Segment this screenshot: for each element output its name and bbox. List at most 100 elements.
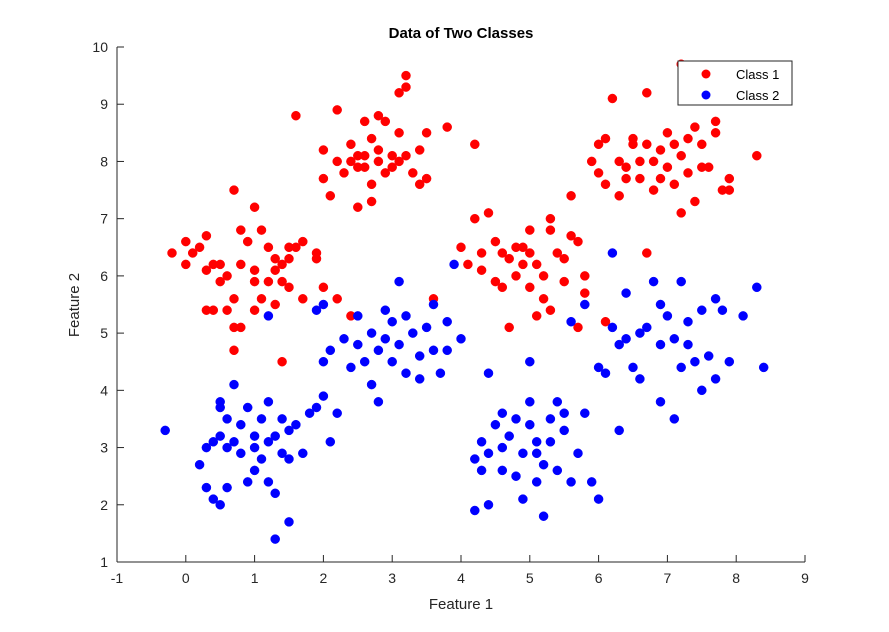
- data-point-class-1: [332, 105, 342, 115]
- data-point-class-2: [614, 339, 624, 350]
- x-tick-label: 0: [182, 570, 190, 586]
- data-point-class-1: [518, 242, 528, 253]
- data-point-class-2: [559, 425, 569, 436]
- data-point-class-1: [311, 253, 322, 264]
- data-point-class-1: [593, 139, 604, 150]
- y-tick-label: 9: [100, 96, 108, 112]
- data-point-class-1: [187, 248, 198, 258]
- data-point-class-2: [353, 339, 363, 350]
- data-point-class-2: [401, 311, 411, 321]
- data-point-class-2: [655, 339, 666, 350]
- y-tick-label: 1: [100, 554, 108, 570]
- x-ticks: -1 0 1 2 3 4 5 6 7 8 9: [111, 555, 809, 586]
- data-point-class-2: [222, 442, 232, 453]
- data-point-class-1: [600, 179, 611, 190]
- x-tick-label: 8: [732, 570, 740, 586]
- data-point-class-1: [380, 168, 391, 178]
- y-tick-label: 4: [100, 382, 108, 398]
- data-point-class-1: [318, 173, 329, 184]
- data-point-class-2: [359, 356, 370, 367]
- data-point-class-1: [359, 150, 370, 161]
- data-point-class-1: [724, 173, 735, 184]
- x-tick-label: 6: [595, 570, 603, 586]
- data-point-class-1: [504, 253, 514, 264]
- data-point-class-2: [648, 276, 659, 287]
- data-point-class-1: [236, 322, 246, 333]
- data-point-class-1: [683, 133, 693, 144]
- data-point-class-2: [215, 431, 225, 441]
- data-point-class-2: [518, 448, 528, 459]
- data-point-class-2: [256, 414, 267, 424]
- x-axis-label: Feature 1: [429, 596, 493, 613]
- data-point-class-1: [215, 259, 225, 270]
- data-point-class-1: [483, 208, 494, 218]
- data-point-class-2: [525, 419, 535, 430]
- data-point-class-2: [593, 362, 604, 373]
- data-point-class-1: [421, 128, 432, 138]
- data-point-class-1: [249, 202, 260, 212]
- data-point-class-2: [311, 402, 322, 413]
- data-point-class-2: [607, 248, 618, 258]
- data-point-class-2: [201, 442, 212, 453]
- data-point-class-1: [697, 139, 707, 150]
- data-point-class-1: [593, 168, 604, 178]
- data-point-class-2: [414, 374, 425, 384]
- data-point-class-1: [242, 236, 253, 247]
- legend: Class 1 Class 2: [677, 60, 793, 106]
- data-point-class-2: [263, 437, 274, 447]
- data-point-class-2: [394, 339, 404, 350]
- data-point-class-2: [215, 402, 225, 413]
- data-point-class-1: [518, 259, 528, 270]
- data-point-class-2: [758, 362, 769, 373]
- data-point-class-1: [545, 305, 556, 315]
- data-point-class-2: [586, 477, 597, 487]
- plot-area: [117, 47, 805, 562]
- x-tick-label: 5: [526, 570, 534, 586]
- data-point-class-1: [566, 191, 576, 201]
- data-point-class-2: [366, 379, 377, 390]
- data-point-class-1: [277, 356, 287, 367]
- data-point-class-2: [442, 316, 452, 327]
- data-point-class-2: [229, 437, 239, 447]
- data-point-class-2: [545, 437, 556, 447]
- y-tick-label: 5: [100, 325, 108, 341]
- data-point-class-2: [703, 351, 714, 361]
- data-point-class-2: [538, 459, 549, 470]
- data-point-class-2: [669, 334, 680, 344]
- data-point-class-2: [635, 374, 645, 384]
- data-point-class-2: [160, 425, 170, 436]
- data-point-class-1: [194, 242, 205, 253]
- y-tick-label: 8: [100, 153, 108, 169]
- data-point-class-1: [256, 225, 267, 235]
- data-point-class-2: [580, 408, 590, 418]
- data-point-class-1: [229, 345, 239, 356]
- data-point-class-2: [456, 334, 466, 344]
- data-point-class-1: [690, 196, 700, 207]
- data-point-class-2: [531, 437, 542, 447]
- data-point-class-1: [655, 145, 666, 155]
- data-point-class-1: [270, 253, 280, 264]
- data-point-class-1: [752, 150, 762, 161]
- data-point-class-2: [566, 477, 576, 487]
- data-point-class-2: [545, 414, 556, 424]
- data-point-class-1: [559, 253, 569, 264]
- data-point-class-2: [483, 448, 494, 459]
- data-point-class-2: [669, 414, 680, 424]
- data-point-class-1: [504, 322, 514, 333]
- data-point-class-1: [263, 242, 274, 253]
- axes: -1 0 1 2 3 4 5 6 7 8 9 1 2 3 4 5 6 7 8 9 10: [92, 39, 809, 586]
- data-point-class-2: [222, 414, 232, 424]
- data-point-class-1: [401, 150, 411, 161]
- data-point-class-1: [490, 236, 501, 247]
- legend-label-class-2: Class 2: [736, 88, 779, 103]
- data-point-class-1: [277, 259, 287, 270]
- y-tick-label: 3: [100, 440, 108, 456]
- data-point-class-2: [697, 305, 707, 315]
- data-point-class-2: [236, 448, 246, 459]
- data-point-class-2: [449, 259, 459, 270]
- data-point-class-1: [401, 70, 411, 81]
- data-point-class-2: [683, 339, 693, 350]
- data-point-class-2: [676, 362, 686, 373]
- data-point-class-2: [249, 465, 260, 476]
